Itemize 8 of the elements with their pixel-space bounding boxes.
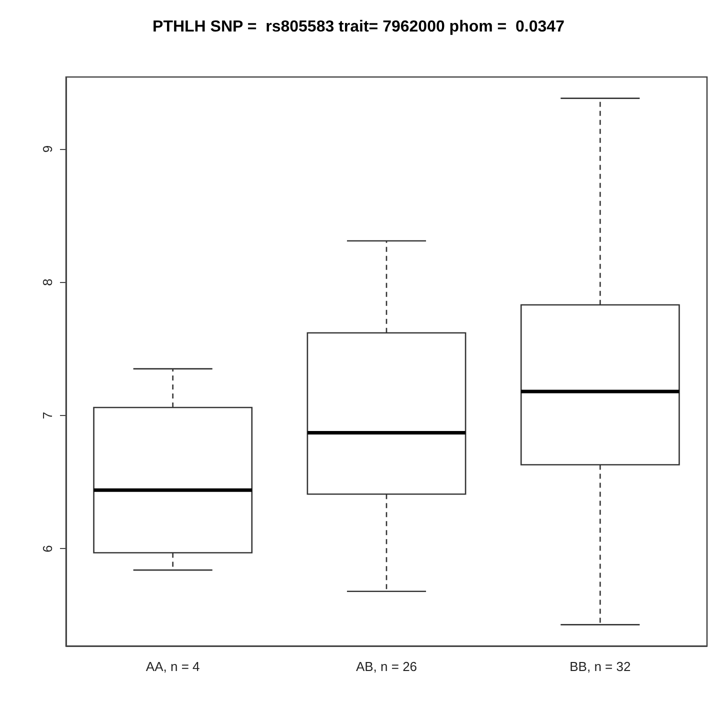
y-tick-label: 6 (40, 545, 55, 552)
chart-title: PTHLH SNP = rs805583 trait= 7962000 phom = 0.0347 (152, 18, 565, 36)
y-tick-label: 7 (40, 412, 55, 420)
y-tick-label: 8 (40, 278, 55, 286)
x-tick-label: BB, n = 32 (570, 659, 631, 674)
y-tick-label: 9 (40, 145, 55, 153)
x-tick-label: AA, n = 4 (146, 659, 200, 674)
x-tick-label: AB, n = 26 (356, 659, 418, 674)
